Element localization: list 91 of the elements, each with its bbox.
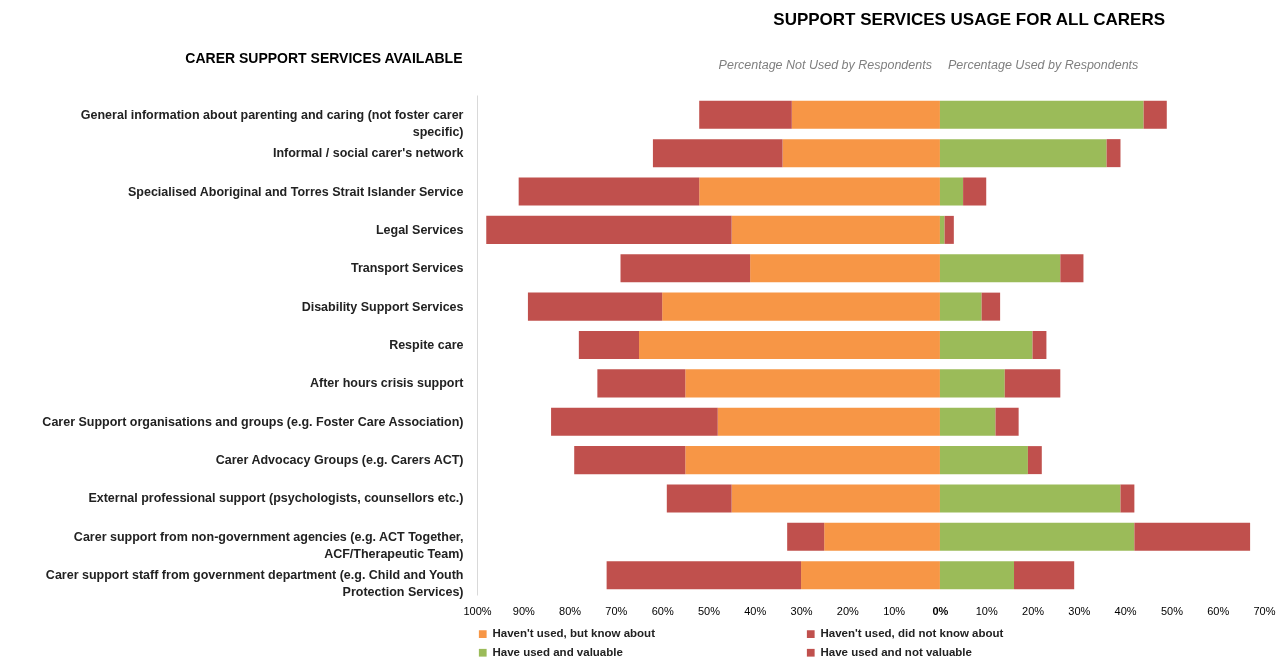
bar bbox=[699, 100, 792, 129]
y-tick-label: Respite care bbox=[389, 338, 464, 352]
bar bbox=[597, 369, 686, 398]
y-tick-label: Carer support from non-government agencies (e.g. ACT Together, ACF/Therapeutic Team) bbox=[73, 529, 464, 561]
x-tick-label: 40% bbox=[1114, 604, 1137, 617]
bar bbox=[1134, 522, 1251, 551]
x-tick-label: 20% bbox=[1022, 604, 1045, 617]
bar bbox=[824, 522, 940, 551]
bar bbox=[939, 407, 996, 436]
y-tick-label: Specialised Aboriginal and Torres Strait Islander Service bbox=[127, 184, 464, 199]
bar bbox=[486, 215, 732, 244]
y-tick-label: Transport Services bbox=[350, 261, 464, 276]
text: Percentage Used by Respondents bbox=[947, 58, 1139, 72]
bar bbox=[527, 292, 663, 321]
bar bbox=[662, 292, 940, 321]
bar bbox=[620, 254, 751, 283]
legend-label: Haven't used, but know about bbox=[492, 627, 656, 640]
y-tick-label: General information about parenting and caring (not foster carer specific) bbox=[80, 107, 464, 139]
bar bbox=[1143, 100, 1167, 129]
bar bbox=[1027, 446, 1042, 475]
y-tick-label: Informal / social carer's network bbox=[272, 146, 464, 161]
y-tick-label: Disability Support Services bbox=[301, 299, 464, 314]
bar bbox=[939, 177, 964, 206]
bar bbox=[995, 407, 1019, 436]
bar bbox=[1120, 484, 1135, 513]
bar bbox=[685, 369, 940, 398]
bar bbox=[652, 139, 783, 168]
y-tick-label: External professional support (psychologists, counsellors etc.) bbox=[88, 491, 464, 506]
bar bbox=[944, 215, 954, 244]
bar bbox=[731, 215, 940, 244]
bar bbox=[606, 561, 802, 590]
x-tick-label: 80% bbox=[559, 604, 582, 617]
x-tick-label: 10% bbox=[975, 604, 998, 617]
bar bbox=[699, 177, 940, 206]
x-tick-label: 10% bbox=[883, 604, 906, 617]
y-tick-label: Carer Support organisations and groups (e.g. Foster Care Association) bbox=[42, 414, 464, 429]
bar bbox=[939, 100, 1144, 129]
bar bbox=[939, 484, 1121, 513]
x-tick-label: 50% bbox=[1160, 604, 1184, 617]
bar bbox=[518, 177, 700, 206]
bar bbox=[791, 100, 940, 129]
bar bbox=[1014, 561, 1075, 590]
bar bbox=[939, 446, 1028, 475]
y-tick-label: After hours crisis support bbox=[310, 376, 465, 391]
bar bbox=[685, 446, 940, 475]
x-tick-label: 60% bbox=[1207, 604, 1230, 617]
bar bbox=[717, 407, 940, 436]
bar bbox=[939, 292, 982, 321]
bar bbox=[939, 522, 1135, 551]
bar bbox=[939, 215, 945, 244]
bar bbox=[782, 139, 940, 168]
bar bbox=[939, 330, 1033, 360]
legend-label: Have used and not valuable bbox=[820, 645, 972, 658]
x-tick-label: 60% bbox=[651, 604, 674, 617]
bar bbox=[801, 561, 940, 590]
chart-title: SUPPORT SERVICES USAGE FOR ALL CARERS bbox=[773, 10, 1166, 29]
bar bbox=[639, 330, 940, 360]
x-tick-label: 90% bbox=[512, 604, 536, 617]
bar bbox=[574, 446, 686, 475]
x-tick-label: 50% bbox=[697, 604, 721, 617]
bar bbox=[551, 407, 718, 436]
bar bbox=[939, 254, 1061, 283]
bar bbox=[939, 139, 1107, 168]
bar bbox=[750, 254, 940, 283]
bar bbox=[981, 292, 1001, 321]
y-tick-label: Carer support staff from government department (e.g. Child and Youth Protection Services) bbox=[45, 568, 464, 600]
legend-label: Haven't used, did not know about bbox=[820, 627, 1004, 640]
bar bbox=[787, 522, 825, 551]
bar bbox=[666, 484, 732, 513]
x-tick-label: 30% bbox=[1068, 604, 1091, 617]
bar bbox=[1106, 139, 1121, 168]
bar bbox=[1032, 330, 1047, 360]
x-tick-label: 40% bbox=[744, 604, 767, 617]
x-tick-label: 70% bbox=[605, 604, 628, 617]
y-axis-title: CARER SUPPORT SERVICES AVAILABLE bbox=[185, 49, 463, 66]
y-tick-label: Carer Advocacy Groups (e.g. Carers ACT) bbox=[215, 453, 464, 468]
bar bbox=[1004, 369, 1061, 398]
y-tick-label: Legal Services bbox=[375, 222, 464, 237]
bar bbox=[1060, 254, 1084, 283]
bar bbox=[963, 177, 987, 206]
text: Percentage Not Used by Respondents bbox=[718, 58, 932, 72]
bar bbox=[731, 484, 940, 513]
x-tick-label: 100% bbox=[463, 604, 492, 617]
x-tick-label: 20% bbox=[836, 604, 860, 617]
x-tick-label: 30% bbox=[790, 604, 813, 617]
x-tick-label: 70% bbox=[1253, 604, 1276, 617]
bar bbox=[939, 369, 1005, 398]
bar bbox=[578, 330, 640, 360]
legend-label: Have used and valuable bbox=[492, 645, 623, 658]
bar bbox=[939, 561, 1015, 590]
x-tick-label: 0% bbox=[932, 604, 949, 617]
